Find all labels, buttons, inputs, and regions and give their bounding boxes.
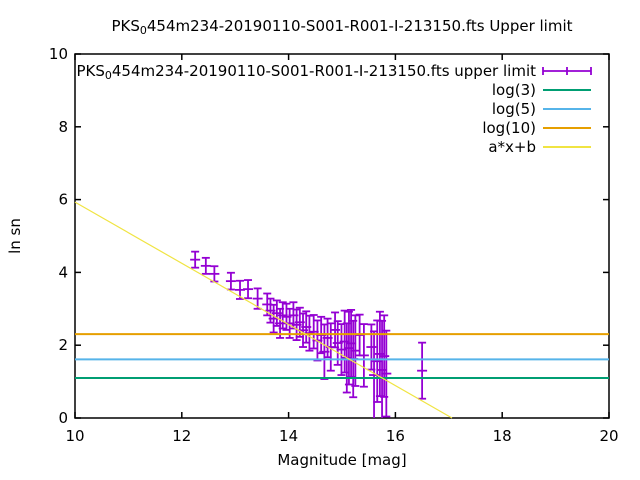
x-axis-title: Magnitude [mag] — [277, 451, 406, 469]
error-bar-point — [381, 329, 392, 418]
fit-line-fit — [74, 201, 453, 419]
y-tick-label: 2 — [58, 336, 68, 354]
error-bar-point — [252, 287, 263, 310]
x-tick-label: 20 — [599, 427, 618, 445]
x-tick-label: 12 — [172, 427, 191, 445]
error-bar-point — [209, 265, 220, 283]
legend-upper-limit-prefix: PKS — [76, 62, 104, 80]
legend-label-log3: log(3) — [492, 81, 536, 99]
reference-lines-layer — [74, 201, 609, 419]
chart-title: PKS0454m234-20190110-S001-R001-I-213150.… — [111, 17, 572, 37]
legend-upper-limit-rest: 454m234-20190110-S001-R001-I-213150.fts … — [112, 62, 536, 80]
error-bar-point — [277, 301, 288, 330]
legend-label-log5: log(5) — [492, 100, 536, 118]
legend-label-upper-limit: PKS0454m234-20190110-S001-R001-I-213150.… — [76, 62, 536, 82]
y-tick-label: 10 — [49, 45, 68, 63]
chart-title-subscript: 0 — [140, 24, 147, 37]
error-bar-point — [343, 310, 354, 386]
legend-label-fit: a*x+b — [488, 138, 536, 156]
axis-tick-labels-layer: 10 12 14 16 18 20 0 2 4 6 8 10 — [49, 45, 619, 445]
error-bar-point — [200, 256, 211, 275]
legend-upper-limit-subscript: 0 — [105, 69, 112, 82]
x-tick-label: 16 — [386, 427, 405, 445]
y-axis-title: ln sn — [6, 218, 24, 254]
y-tick-label: 4 — [58, 263, 68, 281]
x-tick-label: 10 — [65, 427, 84, 445]
y-tick-label: 0 — [58, 409, 68, 427]
error-bar-point — [190, 250, 201, 269]
axis-ticks-layer — [74, 53, 610, 419]
x-tick-label: 14 — [279, 427, 298, 445]
error-bar-point — [417, 341, 428, 400]
plot-border — [74, 53, 610, 419]
y-tick-label: 8 — [58, 118, 68, 136]
x-tick-label: 18 — [493, 427, 512, 445]
chart-title-rest: 454m234-20190110-S001-R001-I-213150.fts … — [147, 17, 573, 35]
error-bar-point — [243, 279, 254, 300]
legend-line-samples — [542, 67, 592, 148]
error-bar-point — [225, 271, 236, 291]
y-tick-label: 6 — [58, 191, 68, 209]
legend: PKS0454m234-20190110-S001-R001-I-213150.… — [76, 62, 592, 156]
chart-title-prefix: PKS — [111, 17, 139, 35]
legend-label-log10: log(10) — [482, 119, 536, 137]
